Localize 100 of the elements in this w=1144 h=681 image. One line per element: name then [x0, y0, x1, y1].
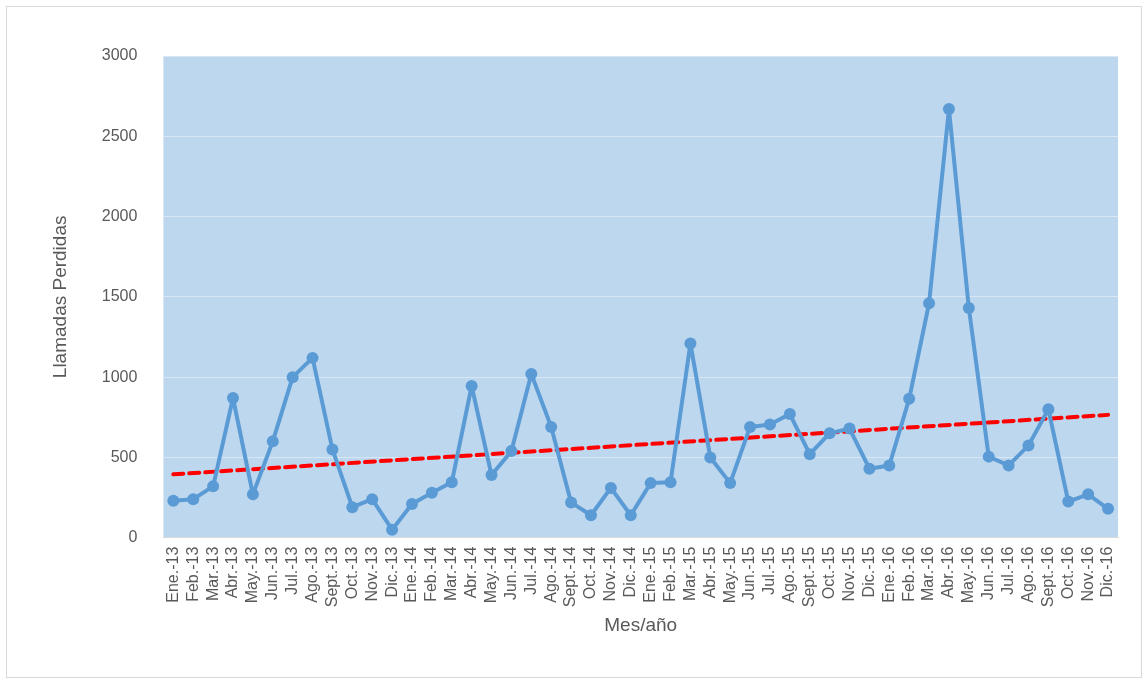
- point: [584, 509, 597, 522]
- x-tick-label: Ago.-15: [780, 546, 798, 603]
- point: [286, 371, 299, 384]
- point: [525, 367, 538, 380]
- point: [1022, 439, 1035, 452]
- point: [366, 493, 379, 506]
- point: [386, 523, 399, 536]
- point: [167, 494, 180, 507]
- x-tick-label: Mar.-13: [203, 546, 221, 601]
- x-tick-label: Jun.-16: [979, 546, 997, 601]
- y-tick-label: 0: [128, 528, 138, 546]
- x-tick-label: May.-14: [481, 546, 499, 604]
- x-axis-title: Mes/año: [604, 613, 678, 635]
- point: [246, 488, 259, 501]
- x-tick-label: Ago.-16: [1018, 546, 1036, 603]
- x-tick-label: Jun.-15: [740, 546, 758, 601]
- point: [803, 448, 816, 461]
- x-tick-label: Nov.-16: [1078, 546, 1096, 602]
- x-tick-label: Jun.-14: [501, 546, 519, 601]
- point: [604, 481, 617, 494]
- x-tick-label: May.-15: [720, 546, 738, 604]
- point: [863, 462, 876, 475]
- x-tick-label: Mar.-15: [680, 546, 698, 601]
- x-tick-label: Ago.-14: [541, 546, 559, 603]
- point: [565, 496, 578, 509]
- x-tick-label: Sept.-15: [800, 546, 818, 608]
- point: [843, 422, 856, 435]
- x-tick-label: Abr.-15: [700, 546, 718, 599]
- x-tick-label: Oct.-16: [1058, 546, 1076, 600]
- point: [306, 351, 319, 364]
- point: [346, 501, 359, 514]
- x-tick-label: Mar.-16: [919, 546, 937, 601]
- y-axis-title: Llamadas Perdidas: [48, 215, 70, 379]
- point: [445, 476, 458, 489]
- point: [1082, 488, 1095, 501]
- y-tick-label: 2000: [101, 206, 138, 224]
- point: [207, 480, 220, 493]
- point: [1102, 502, 1115, 515]
- point: [744, 420, 757, 433]
- x-tick-label: Ene.-13: [163, 546, 181, 603]
- x-tick-label: Jul.-16: [999, 546, 1017, 595]
- y-tick-label: 1500: [101, 287, 138, 305]
- point: [883, 459, 896, 472]
- x-tick-label: Jun.-13: [263, 546, 281, 601]
- x-tick-label: Feb.-13: [183, 546, 201, 602]
- x-tick-label: Jul.-14: [521, 546, 539, 595]
- y-tick-label: 1000: [101, 367, 138, 385]
- point: [823, 427, 836, 440]
- point: [704, 451, 717, 464]
- x-tick-label: Abr.-13: [223, 546, 241, 599]
- x-tick-label: Ago.-13: [302, 546, 320, 603]
- point: [266, 435, 279, 448]
- x-tick-label: Oct.-15: [820, 546, 838, 600]
- point: [684, 337, 697, 350]
- x-tick-label: Mar.-14: [442, 546, 460, 601]
- x-tick-label: May.-13: [243, 546, 261, 604]
- point: [485, 469, 498, 482]
- x-tick-label: Nov.-13: [362, 546, 380, 602]
- x-tick-label: Nov.-14: [601, 546, 619, 602]
- point: [783, 408, 796, 421]
- y-tick-label: 2500: [101, 126, 138, 144]
- point: [624, 509, 637, 522]
- point: [962, 302, 975, 315]
- point: [763, 418, 776, 431]
- x-tick-label: Dic.-13: [382, 546, 400, 598]
- x-tick-label: Abr.-16: [939, 546, 957, 599]
- point: [982, 450, 995, 463]
- x-tick-label: Jul.-15: [760, 546, 778, 595]
- point: [505, 445, 518, 458]
- x-tick-label: Feb.-15: [660, 546, 678, 602]
- x-tick-label: Oct.-13: [342, 546, 360, 600]
- x-tick-label: Jul.-13: [283, 546, 301, 595]
- point: [405, 498, 418, 510]
- point: [724, 477, 737, 490]
- x-tick-label: Dic.-16: [1098, 546, 1116, 598]
- point: [1042, 403, 1055, 416]
- point: [664, 476, 677, 489]
- x-tick-label: Sept.-13: [322, 546, 340, 608]
- point: [425, 486, 438, 499]
- x-tick-label: May.-16: [959, 546, 977, 604]
- x-tick-label: Sept.-16: [1038, 546, 1056, 608]
- point: [923, 297, 936, 310]
- x-tick-label: Feb.-16: [899, 546, 917, 602]
- x-tick-label: Nov.-15: [839, 546, 857, 602]
- point: [1062, 495, 1075, 508]
- x-tick-label: Sept.-14: [561, 546, 579, 608]
- point: [465, 379, 478, 392]
- x-tick-label: Ene.-16: [879, 546, 897, 603]
- point: [1002, 459, 1015, 472]
- x-tick-label: Ene.-14: [402, 546, 420, 603]
- point: [903, 392, 916, 405]
- x-tick-label: Feb.-14: [422, 546, 440, 602]
- x-tick-label: Abr.-14: [462, 546, 480, 599]
- point: [644, 477, 657, 490]
- x-tick-label: Dic.-15: [859, 546, 877, 598]
- x-tick-label: Oct.-14: [581, 546, 599, 600]
- point: [187, 493, 200, 506]
- y-tick-label: 500: [110, 447, 138, 465]
- x-tick-label: Dic.-14: [621, 546, 639, 598]
- point: [326, 443, 339, 456]
